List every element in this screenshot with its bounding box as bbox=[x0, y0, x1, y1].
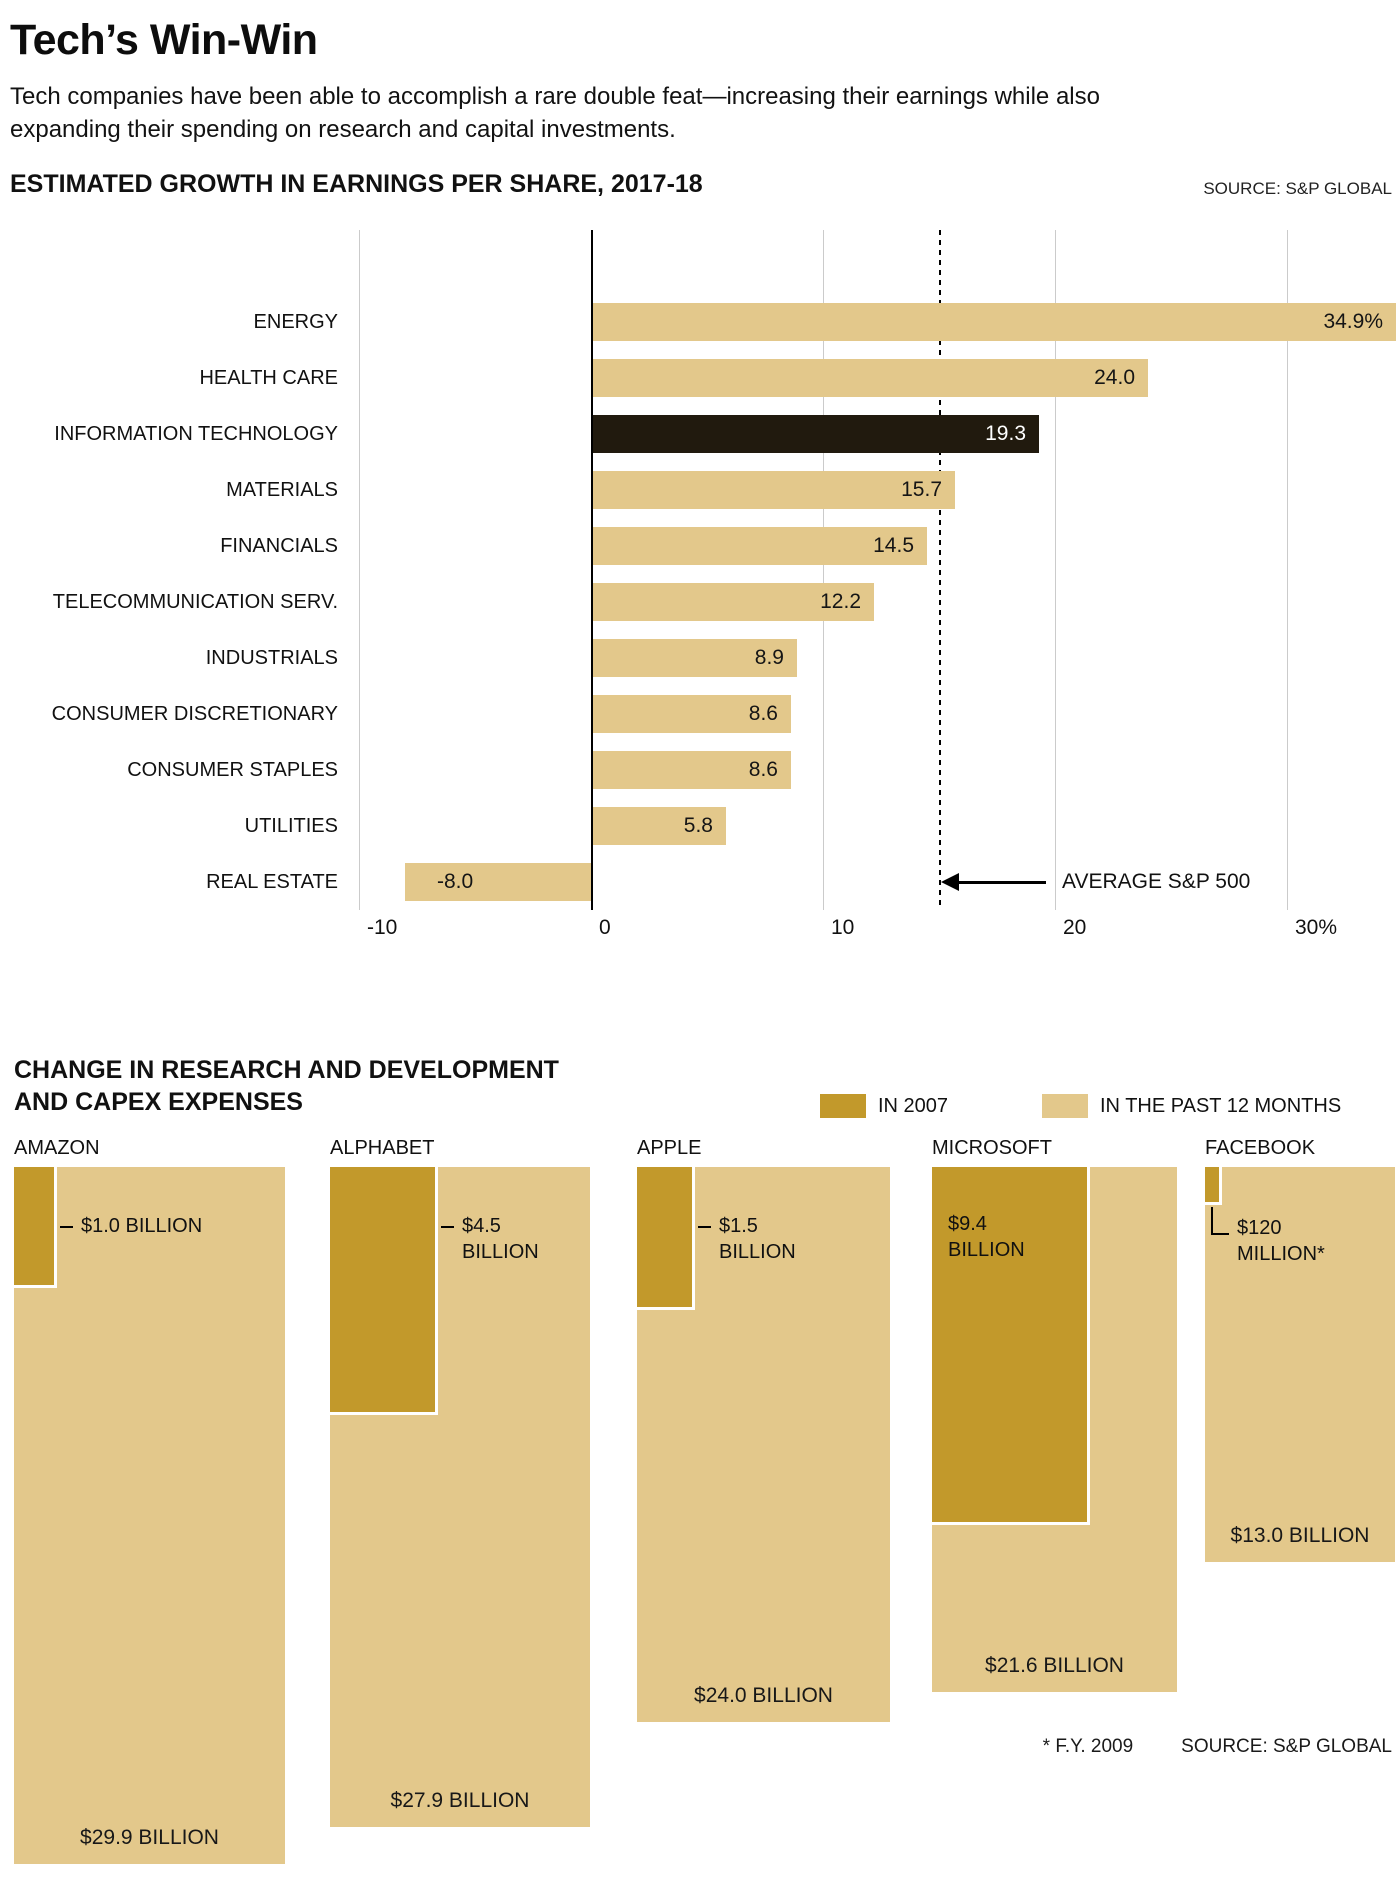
capex-2007-block-microsoft bbox=[932, 1167, 1090, 1525]
capex-2007-block-amazon bbox=[14, 1167, 57, 1288]
footnote-note: * F.Y. 2009 bbox=[1042, 1736, 1134, 1757]
bar-value-label: 12.2 bbox=[820, 590, 861, 613]
bar-information-technology: 19.3 bbox=[591, 415, 1039, 453]
company-label-microsoft: MICROSOFT bbox=[932, 1137, 1052, 1159]
legend-label-past-12-months: IN THE PAST 12 MONTHS bbox=[1100, 1095, 1342, 1117]
bar-value-label: 8.6 bbox=[748, 702, 778, 725]
capex-2007-label-apple: $1.5 BILLION bbox=[719, 1215, 796, 1263]
capex-2007-label-facebook: $120 MILLION* bbox=[1237, 1217, 1325, 1265]
capex-2007-label-microsoft: $9.4 BILLION bbox=[948, 1213, 1025, 1261]
capex-12mo-label-microsoft: $21.6 BILLION bbox=[985, 1654, 1124, 1677]
eps-bar-chart: -10 0 10 20 30% ENERGY 34.9% HEALTH CARE 24.0 INF… bbox=[0, 215, 1400, 960]
category-label: CONSUMER DISCRETIONARY bbox=[51, 703, 338, 725]
bar-industrials: 8.9 bbox=[591, 639, 797, 677]
category-label: INDUSTRIALS bbox=[205, 647, 338, 669]
capex-chart-source: SOURCE: S&P GLOBAL bbox=[1181, 1736, 1392, 1757]
bar-consumer-staples: 8.6 bbox=[591, 751, 791, 789]
bar-consumer-discretionary: 8.6 bbox=[591, 695, 791, 733]
bar-value-label: 5.8 bbox=[683, 814, 713, 837]
x-tick-label: 10 bbox=[831, 916, 855, 939]
category-label: TELECOMMUNICATION SERV. bbox=[52, 591, 338, 613]
zero-axis-line bbox=[591, 230, 593, 910]
category-label: FINANCIALS bbox=[220, 535, 338, 557]
capex-12mo-label-apple: $24.0 BILLION bbox=[694, 1684, 833, 1707]
bar-real-estate: -8.0 bbox=[405, 863, 591, 901]
eps-chart-heading: ESTIMATED GROWTH IN EARNINGS PER SHARE, … bbox=[10, 170, 703, 198]
capex-2007-label-amazon: $1.0 BILLION bbox=[81, 1215, 203, 1237]
bar-value-label: 34.9% bbox=[1323, 310, 1383, 333]
bar-value-label: 8.6 bbox=[748, 758, 778, 781]
bar-value-label: 15.7 bbox=[901, 478, 942, 501]
category-label: UTILITIES bbox=[244, 815, 338, 837]
category-label: HEALTH CARE bbox=[199, 367, 338, 389]
average-sp500-label: AVERAGE S&P 500 bbox=[1062, 870, 1251, 893]
capex-2007-label-alphabet: $4.5 BILLION bbox=[462, 1215, 539, 1263]
capex-2007-block-alphabet bbox=[330, 1167, 438, 1415]
gridline bbox=[1287, 230, 1288, 910]
capex-12mo-block-facebook bbox=[1205, 1167, 1395, 1562]
eps-chart-source: SOURCE: S&P GLOBAL bbox=[1203, 179, 1392, 198]
bar-telecommunication-serv-: 12.2 bbox=[591, 583, 874, 621]
company-label-amazon: AMAZON bbox=[14, 1137, 100, 1159]
page-subtitle: Tech companies have been able to accompl… bbox=[10, 83, 1100, 144]
callout-line-apple bbox=[698, 1226, 711, 1228]
category-label: CONSUMER STAPLES bbox=[127, 759, 338, 781]
category-label: ENERGY bbox=[253, 311, 338, 333]
page-title: Tech’s Win-Win bbox=[10, 16, 318, 64]
x-tick-label: 30% bbox=[1295, 916, 1338, 939]
bar-value-label: 8.9 bbox=[754, 646, 784, 669]
capex-12mo-label-facebook: $13.0 BILLION bbox=[1230, 1524, 1370, 1547]
capex-chart-heading-line1: CHANGE IN RESEARCH AND DEVELOPMENT bbox=[14, 1056, 559, 1084]
category-label: INFORMATION TECHNOLOGY bbox=[54, 423, 338, 445]
gridline bbox=[1055, 230, 1056, 910]
capex-12mo-block-amazon bbox=[14, 1167, 285, 1864]
bar-financials: 14.5 bbox=[591, 527, 927, 565]
legend-swatch-past-12-months bbox=[1042, 1094, 1088, 1118]
callout-line-alphabet bbox=[441, 1226, 454, 1228]
capex-12mo-label-amazon: $29.9 BILLION bbox=[80, 1826, 219, 1849]
bar-value-label: 14.5 bbox=[873, 534, 914, 557]
company-label-alphabet: ALPHABET bbox=[330, 1137, 435, 1159]
x-tick-label: 20 bbox=[1063, 916, 1087, 939]
bar-value-label: -8.0 bbox=[437, 870, 474, 893]
x-tick-label: -10 bbox=[367, 916, 398, 939]
category-label: MATERIALS bbox=[226, 479, 338, 501]
capex-chart-heading-line2: AND CAPEX EXPENSES bbox=[14, 1088, 303, 1116]
average-arrow-head bbox=[941, 873, 959, 891]
gridline bbox=[823, 230, 824, 910]
company-label-facebook: FACEBOOK bbox=[1205, 1137, 1316, 1159]
legend-swatch-2007 bbox=[820, 1094, 866, 1118]
bar-materials: 15.7 bbox=[591, 471, 955, 509]
bar-value-label: 24.0 bbox=[1094, 366, 1135, 389]
bar-value-label: 19.3 bbox=[985, 422, 1026, 445]
legend-label-2007: IN 2007 bbox=[878, 1095, 949, 1117]
x-tick-label: 0 bbox=[599, 916, 611, 939]
bar-health-care: 24.0 bbox=[591, 359, 1148, 397]
capex-12mo-label-alphabet: $27.9 BILLION bbox=[390, 1789, 530, 1812]
callout-elbow-facebook bbox=[1211, 1207, 1229, 1235]
category-label: REAL ESTATE bbox=[206, 871, 338, 893]
capex-2007-block-facebook bbox=[1205, 1167, 1222, 1205]
average-sp500-line bbox=[939, 230, 941, 910]
bar-utilities: 5.8 bbox=[591, 807, 726, 845]
capex-2007-block-apple bbox=[637, 1167, 695, 1310]
capex-block-chart: AMAZON $1.0 BILLION $29.9 BILLION ALPHABET $… bbox=[0, 1135, 1400, 1886]
average-arrow-line bbox=[958, 881, 1046, 884]
gridline bbox=[359, 230, 360, 910]
company-label-apple: APPLE bbox=[637, 1137, 702, 1159]
footnote-row: * F.Y. 2009 SOURCE: S&P GLOBAL bbox=[1043, 1736, 1392, 1758]
callout-line-amazon bbox=[60, 1226, 73, 1228]
bar-energy: 34.9% bbox=[591, 303, 1396, 341]
